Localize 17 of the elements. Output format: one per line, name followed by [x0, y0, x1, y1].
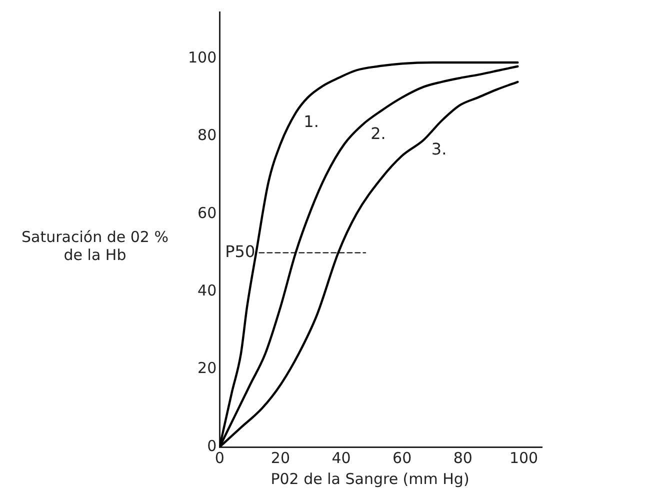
x-tick-label: 20 — [270, 448, 290, 467]
y-tick-label: 60 — [198, 204, 217, 222]
series-label: 3. — [431, 139, 447, 158]
x-tick-label: 40 — [332, 448, 351, 467]
series-label: 1. — [304, 112, 319, 132]
x-axis-title: P02 de la Sangre (mm Hg) — [270, 470, 470, 488]
series-label: P50 — [225, 242, 256, 261]
y-tick-label: 80 — [198, 126, 217, 144]
y-tick-label: 100 — [188, 48, 217, 66]
y-tick-label: 40 — [198, 282, 217, 300]
x-tick-label: 100 — [509, 448, 538, 467]
x-tick-label: 80 — [453, 448, 472, 467]
x-tick-label: 60 — [392, 448, 412, 467]
y-tick-label: 0 — [207, 436, 217, 455]
series-label: 2. — [370, 124, 386, 143]
y-tick-label: 20 — [198, 359, 217, 378]
y-axis-title: Saturación de 02 % de la Hb — [20, 228, 170, 264]
